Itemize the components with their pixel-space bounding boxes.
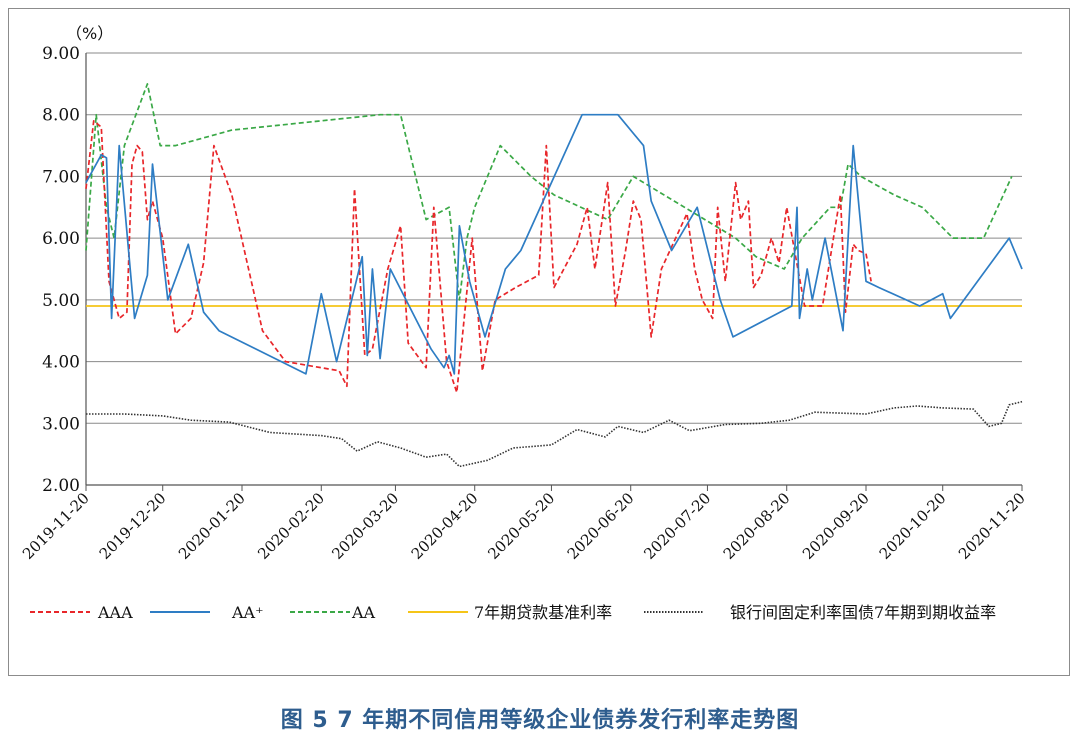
x-tick-label: 2019-11-20 xyxy=(19,489,93,563)
y-axis-label: （%） xyxy=(66,24,113,43)
y-tick-label: 2.00 xyxy=(42,476,80,496)
x-tick-label: 2020-10-20 xyxy=(876,489,950,563)
legend-label: AA xyxy=(351,603,376,622)
legend-label: AA⁺ xyxy=(231,603,264,622)
y-tick-label: 9.00 xyxy=(42,44,80,64)
y-tick-label: 7.00 xyxy=(42,167,80,187)
chart-frame xyxy=(8,8,1070,676)
x-tick-label: 2019-12-20 xyxy=(96,489,170,563)
x-tick-label: 2020-01-20 xyxy=(175,489,249,563)
x-tick-label: 2020-06-20 xyxy=(564,489,638,563)
x-tick-label: 2020-04-20 xyxy=(408,489,482,563)
y-tick-label: 6.00 xyxy=(42,229,80,249)
series-line-0 xyxy=(85,120,872,394)
legend-label: 银行间固定利率国债7年期到期收益率 xyxy=(730,603,996,622)
series-line-4 xyxy=(86,400,1023,468)
x-tick-label: 2020-02-20 xyxy=(254,489,328,563)
legend-item-4: 银行间固定利率国债7年期到期收益率 xyxy=(644,603,996,622)
legend-item-3: 7年期贷款基准利率 xyxy=(408,603,612,622)
x-tick-label: 2020-05-20 xyxy=(484,489,558,563)
y-tick-label: 8.00 xyxy=(42,106,80,126)
line-chart: 2.00 3.00 4.00 5.00 6.00 7.00 8.00 9.00（%） 2019-… xyxy=(19,24,1029,622)
x-tick-label: 2020-11-20 xyxy=(955,489,1029,563)
series-line-1 xyxy=(85,113,1023,375)
chart-caption: 图 5 7 年期不同信用等级企业债券发行利率走势图 xyxy=(280,708,800,733)
legend-item-0: AAA xyxy=(30,603,133,622)
y-tick-label: 4.00 xyxy=(42,353,80,373)
x-tick-label: 2020-08-20 xyxy=(720,489,794,563)
x-tick-label: 2020-07-20 xyxy=(640,489,714,563)
y-tick-label: 3.00 xyxy=(42,414,80,434)
legend-label: AAA xyxy=(97,603,133,622)
legend-item-1: AA⁺ xyxy=(150,603,264,622)
x-tick-label: 2020-03-20 xyxy=(328,489,402,563)
x-tick-label: 2020-09-20 xyxy=(799,489,873,563)
legend-label: 7年期贷款基准利率 xyxy=(474,603,612,622)
y-tick-label: 5.00 xyxy=(42,291,80,311)
series-line-2 xyxy=(85,83,1013,301)
legend-item-2: AA xyxy=(290,603,376,622)
